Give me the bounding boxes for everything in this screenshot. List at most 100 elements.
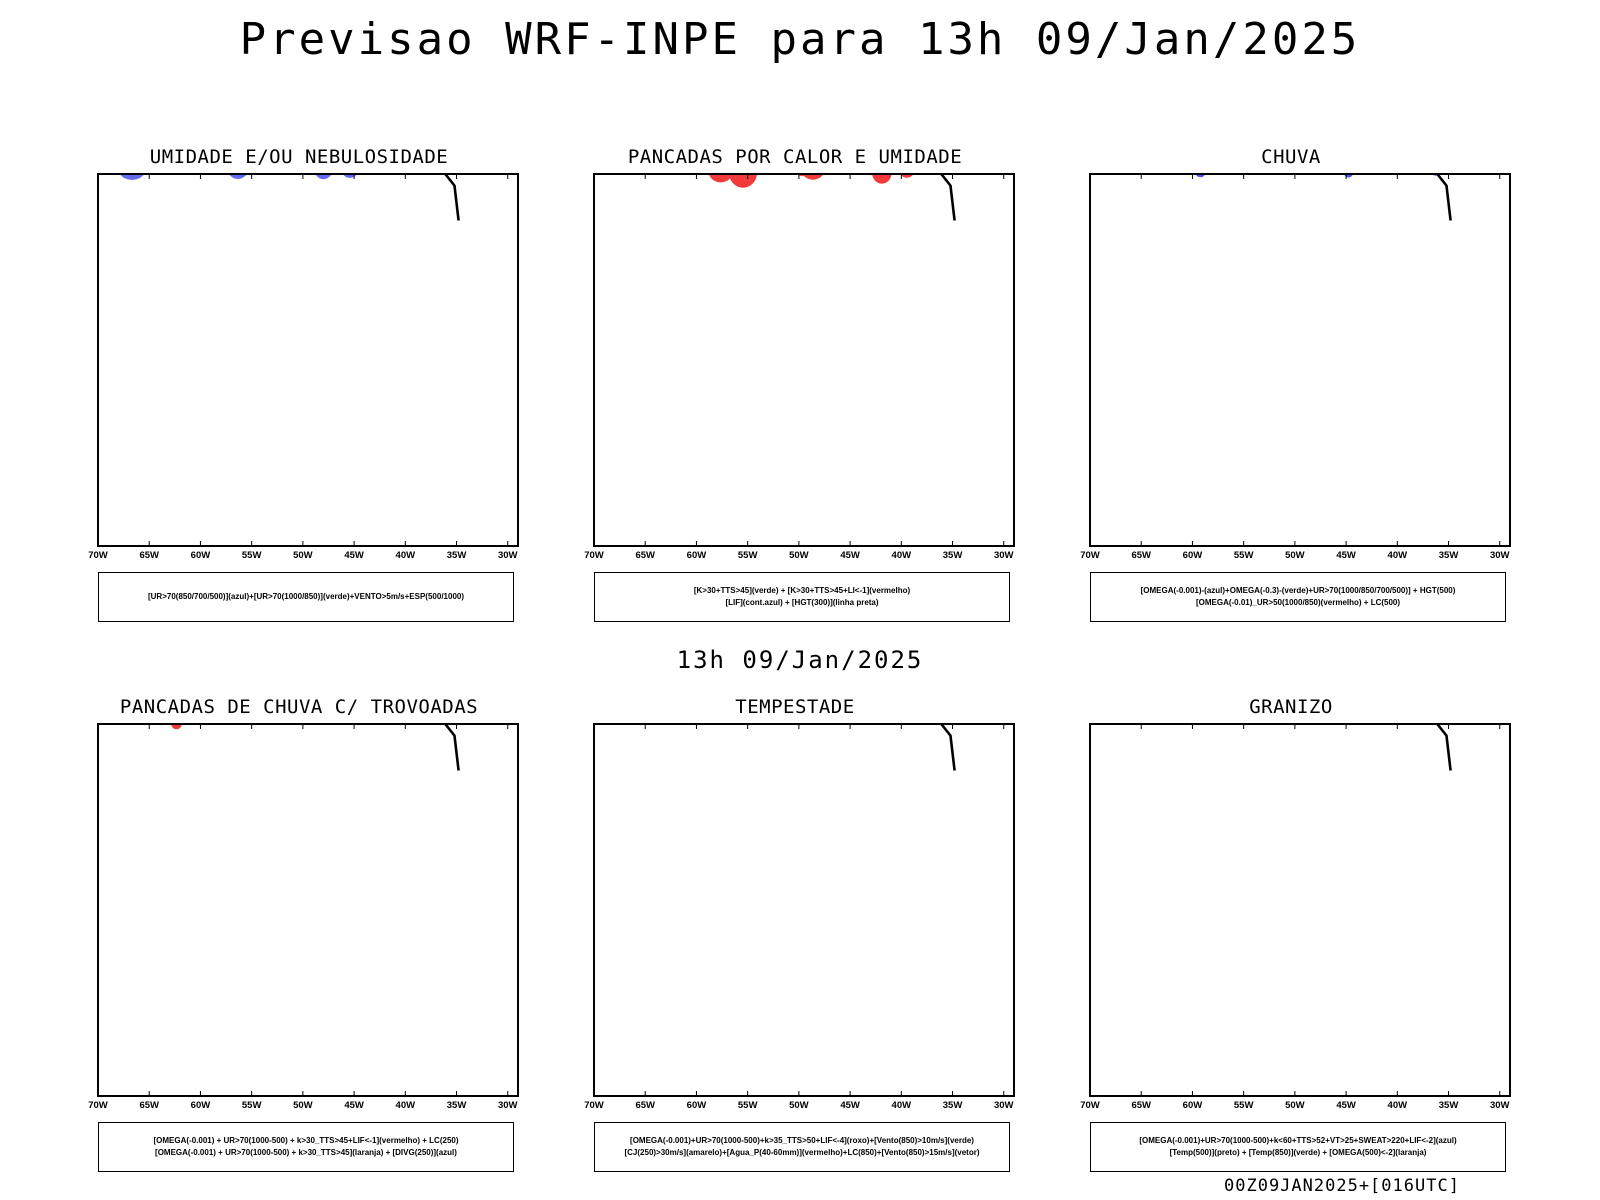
map-layers: 1012100810161016101210125765705705641008 xyxy=(98,170,460,221)
legend-line: [LIF](cont.azul) + [HGT(300)](linha pret… xyxy=(725,598,879,607)
map-background xyxy=(1090,724,1510,1096)
lon-label: 55W xyxy=(1234,550,1254,561)
lon-label: 60W xyxy=(687,550,707,561)
lon-label: 70W xyxy=(584,1100,604,1111)
lon-label: 50W xyxy=(789,1100,809,1111)
humidity-850-500-area xyxy=(119,170,357,180)
wind850-green-area xyxy=(645,720,719,722)
forecast-map: 1212S15S18S21S24S27S30S33S36S39S42S70W65… xyxy=(1080,720,1511,1111)
forecast-map: 1012100810161016101210125765705705641008… xyxy=(88,170,519,561)
shaded-area xyxy=(1428,170,1438,171)
lon-label: 40W xyxy=(1388,1100,1408,1111)
shaded-area xyxy=(267,720,273,721)
lon-label: 55W xyxy=(242,1100,262,1111)
streamline xyxy=(326,720,490,723)
legend-line: [CJ(250)>30m/s](amarelo)+[Agua_P(40-60mm… xyxy=(624,1148,980,1157)
lon-label: 30W xyxy=(1490,550,1510,561)
shaded-area xyxy=(728,174,758,188)
shaded-area xyxy=(171,724,182,730)
lon-label: 60W xyxy=(1183,550,1203,561)
streamline xyxy=(605,720,908,722)
lon-label: 40W xyxy=(396,550,416,561)
panel-title: CHUVA xyxy=(1261,146,1321,168)
lon-label: 70W xyxy=(1080,550,1100,561)
country-border xyxy=(98,170,269,172)
streamline xyxy=(822,720,986,723)
panel-title: PANCADAS POR CALOR E UMIDADE xyxy=(627,146,963,168)
map-frame xyxy=(97,723,519,1097)
country-border xyxy=(1090,170,1261,172)
legend-line: [OMEGA(-0.001)-(azul)+OMEGA(-0.3)-(verde… xyxy=(1140,586,1456,595)
lon-label: 50W xyxy=(293,1100,313,1111)
map-axes: 12S15S18S21S24S27S30S33S36S39S42S70W65W6… xyxy=(584,724,1014,1111)
lon-label: 30W xyxy=(498,550,518,561)
forecast-map: 12S15S18S21S24S27S30S33S36S39S42S70W65W6… xyxy=(88,720,519,1111)
shaded-area xyxy=(1156,170,1164,173)
panel-pancadas-calor: PANCADAS POR CALOR E UMIDADE960095209520… xyxy=(560,146,1030,622)
panel-legend: [UR>70(850/700/500)](azul)+[UR>70(1000/8… xyxy=(98,572,514,622)
shaded-area xyxy=(684,170,713,173)
lon-label: 55W xyxy=(738,1100,758,1111)
streamline xyxy=(747,720,961,721)
map-frame xyxy=(1089,723,1511,1097)
lon-label: 50W xyxy=(1285,1100,1305,1111)
shaded-area xyxy=(119,174,145,180)
lon-label: 65W xyxy=(635,1100,655,1111)
shaded-area xyxy=(1283,170,1291,172)
streamlines-250 xyxy=(98,720,518,723)
map-axes: 12S15S18S21S24S27S30S33S36S39S42S70W65W6… xyxy=(88,724,518,1111)
legend-line: [K>30+TTS>45](verde) + [K>30+TTS>45+LI<-… xyxy=(693,586,911,595)
lon-label: 50W xyxy=(1285,550,1305,561)
lon-label: 65W xyxy=(1131,550,1151,561)
legend-line: [OMEGA(-0.001) + UR>70(1000-500) + k>30_… xyxy=(153,1136,459,1145)
lon-label: 60W xyxy=(191,550,211,561)
panel-title: GRANIZO xyxy=(1249,696,1333,718)
forecast-map: 96009520952094409440980098009440960012S1… xyxy=(584,170,1015,561)
lon-label: 45W xyxy=(1336,1100,1356,1111)
shaded-area xyxy=(274,170,298,173)
shaded-area xyxy=(669,720,678,722)
lon-label: 65W xyxy=(139,1100,159,1111)
lon-label: 70W xyxy=(88,550,108,561)
shaded-area xyxy=(667,170,685,173)
panel-legend: [OMEGA(-0.001) + UR>70(1000-500) + k>30_… xyxy=(98,1122,514,1172)
valid-time-title: 13h 09/Jan/2025 xyxy=(676,646,924,674)
streamline xyxy=(384,720,516,721)
streamline xyxy=(880,720,1012,721)
streamline xyxy=(1318,170,1482,173)
map-frame xyxy=(593,173,1015,547)
lon-label: 50W xyxy=(293,550,313,561)
lon-label: 60W xyxy=(191,1100,211,1111)
lc850-contours xyxy=(594,720,1014,723)
legend-line: [OMEGA(-0.01)_UR>50(1000/850)(vermelho) … xyxy=(1195,598,1401,607)
panel-granizo: GRANIZO1212S15S18S21S24S27S30S33S36S39S4… xyxy=(1056,696,1526,1172)
lon-label: 40W xyxy=(396,1100,416,1111)
panel-legend: [OMEGA(-0.001)-(azul)+OMEGA(-0.3)-(verde… xyxy=(1090,572,1506,622)
lon-label: 35W xyxy=(1439,550,1459,561)
lon-label: 45W xyxy=(840,550,860,561)
map-frame xyxy=(1089,173,1511,547)
lon-label: 35W xyxy=(943,1100,963,1111)
run-time-footer: 00Z09JAN2025+[016UTC] xyxy=(1224,1176,1460,1196)
streamline xyxy=(1243,170,1457,171)
streamline xyxy=(251,720,465,721)
panel-tempestade: TEMPESTADE12S15S18S21S24S27S30S33S36S39S… xyxy=(560,696,1030,1172)
lon-label: 45W xyxy=(344,550,364,561)
map-background xyxy=(1090,174,1510,546)
shaded-area xyxy=(1217,170,1226,172)
lon-label: 30W xyxy=(498,1100,518,1111)
forecast-map: 58258257657358212S15S18S21S24S27S30S33S3… xyxy=(1080,170,1511,561)
lon-label: 55W xyxy=(738,550,758,561)
map-background xyxy=(98,174,518,546)
instability-red-area xyxy=(667,170,914,188)
lon-label: 35W xyxy=(447,550,467,561)
legend-line: [OMEGA(-0.001)+UR>70(1000-500)+k<60+TTS>… xyxy=(1139,1136,1457,1145)
shaded-area xyxy=(1284,170,1290,173)
panel-pancadas-trovoadas: PANCADAS DE CHUVA C/ TROVOADAS12S15S18S2… xyxy=(64,696,534,1172)
panel-title: TEMPESTADE xyxy=(735,696,855,718)
country-border xyxy=(1090,720,1261,722)
shaded-area xyxy=(776,170,799,172)
lon-label: 65W xyxy=(139,550,159,561)
country-border xyxy=(594,720,765,722)
lon-label: 50W xyxy=(789,550,809,561)
